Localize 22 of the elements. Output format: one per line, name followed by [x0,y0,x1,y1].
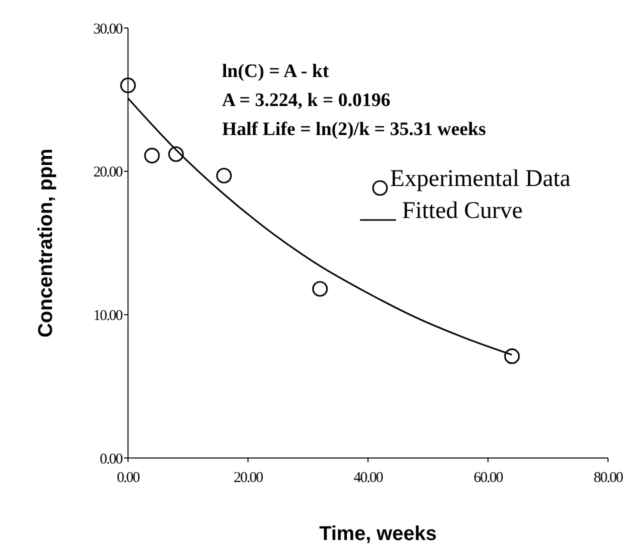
y-axis-title: Concentration, ppm [35,148,57,338]
point [168,146,184,162]
x-tick-label: 60.00 [474,470,503,486]
point [120,78,136,94]
x-axis-title: Time, weeks [319,523,437,545]
legend-label: Experimental Data [390,166,571,192]
point [216,168,232,184]
x-tick-label: 0.00 [116,470,140,486]
y-tick-label: 20.00 [93,164,122,181]
y-tick-label: 30.00 [93,21,122,38]
point [144,148,160,164]
x-tick-label: 20.00 [234,470,263,486]
y-tick-label: 0.00 [100,451,122,468]
annotation: ln(C) = A - kt [222,61,330,82]
point [504,348,520,364]
point [312,281,328,297]
x-tick-label: 80.00 [594,470,623,486]
annotation: Half Life = ln(2)/k = 35.31 weeks [222,119,486,140]
annotation: A = 3.224, k = 0.0196 [222,90,390,111]
x-tick-label: 40.00 [354,470,383,486]
legend-label: Fitted Curve [402,198,523,224]
y-tick-label: 10.00 [93,308,122,324]
